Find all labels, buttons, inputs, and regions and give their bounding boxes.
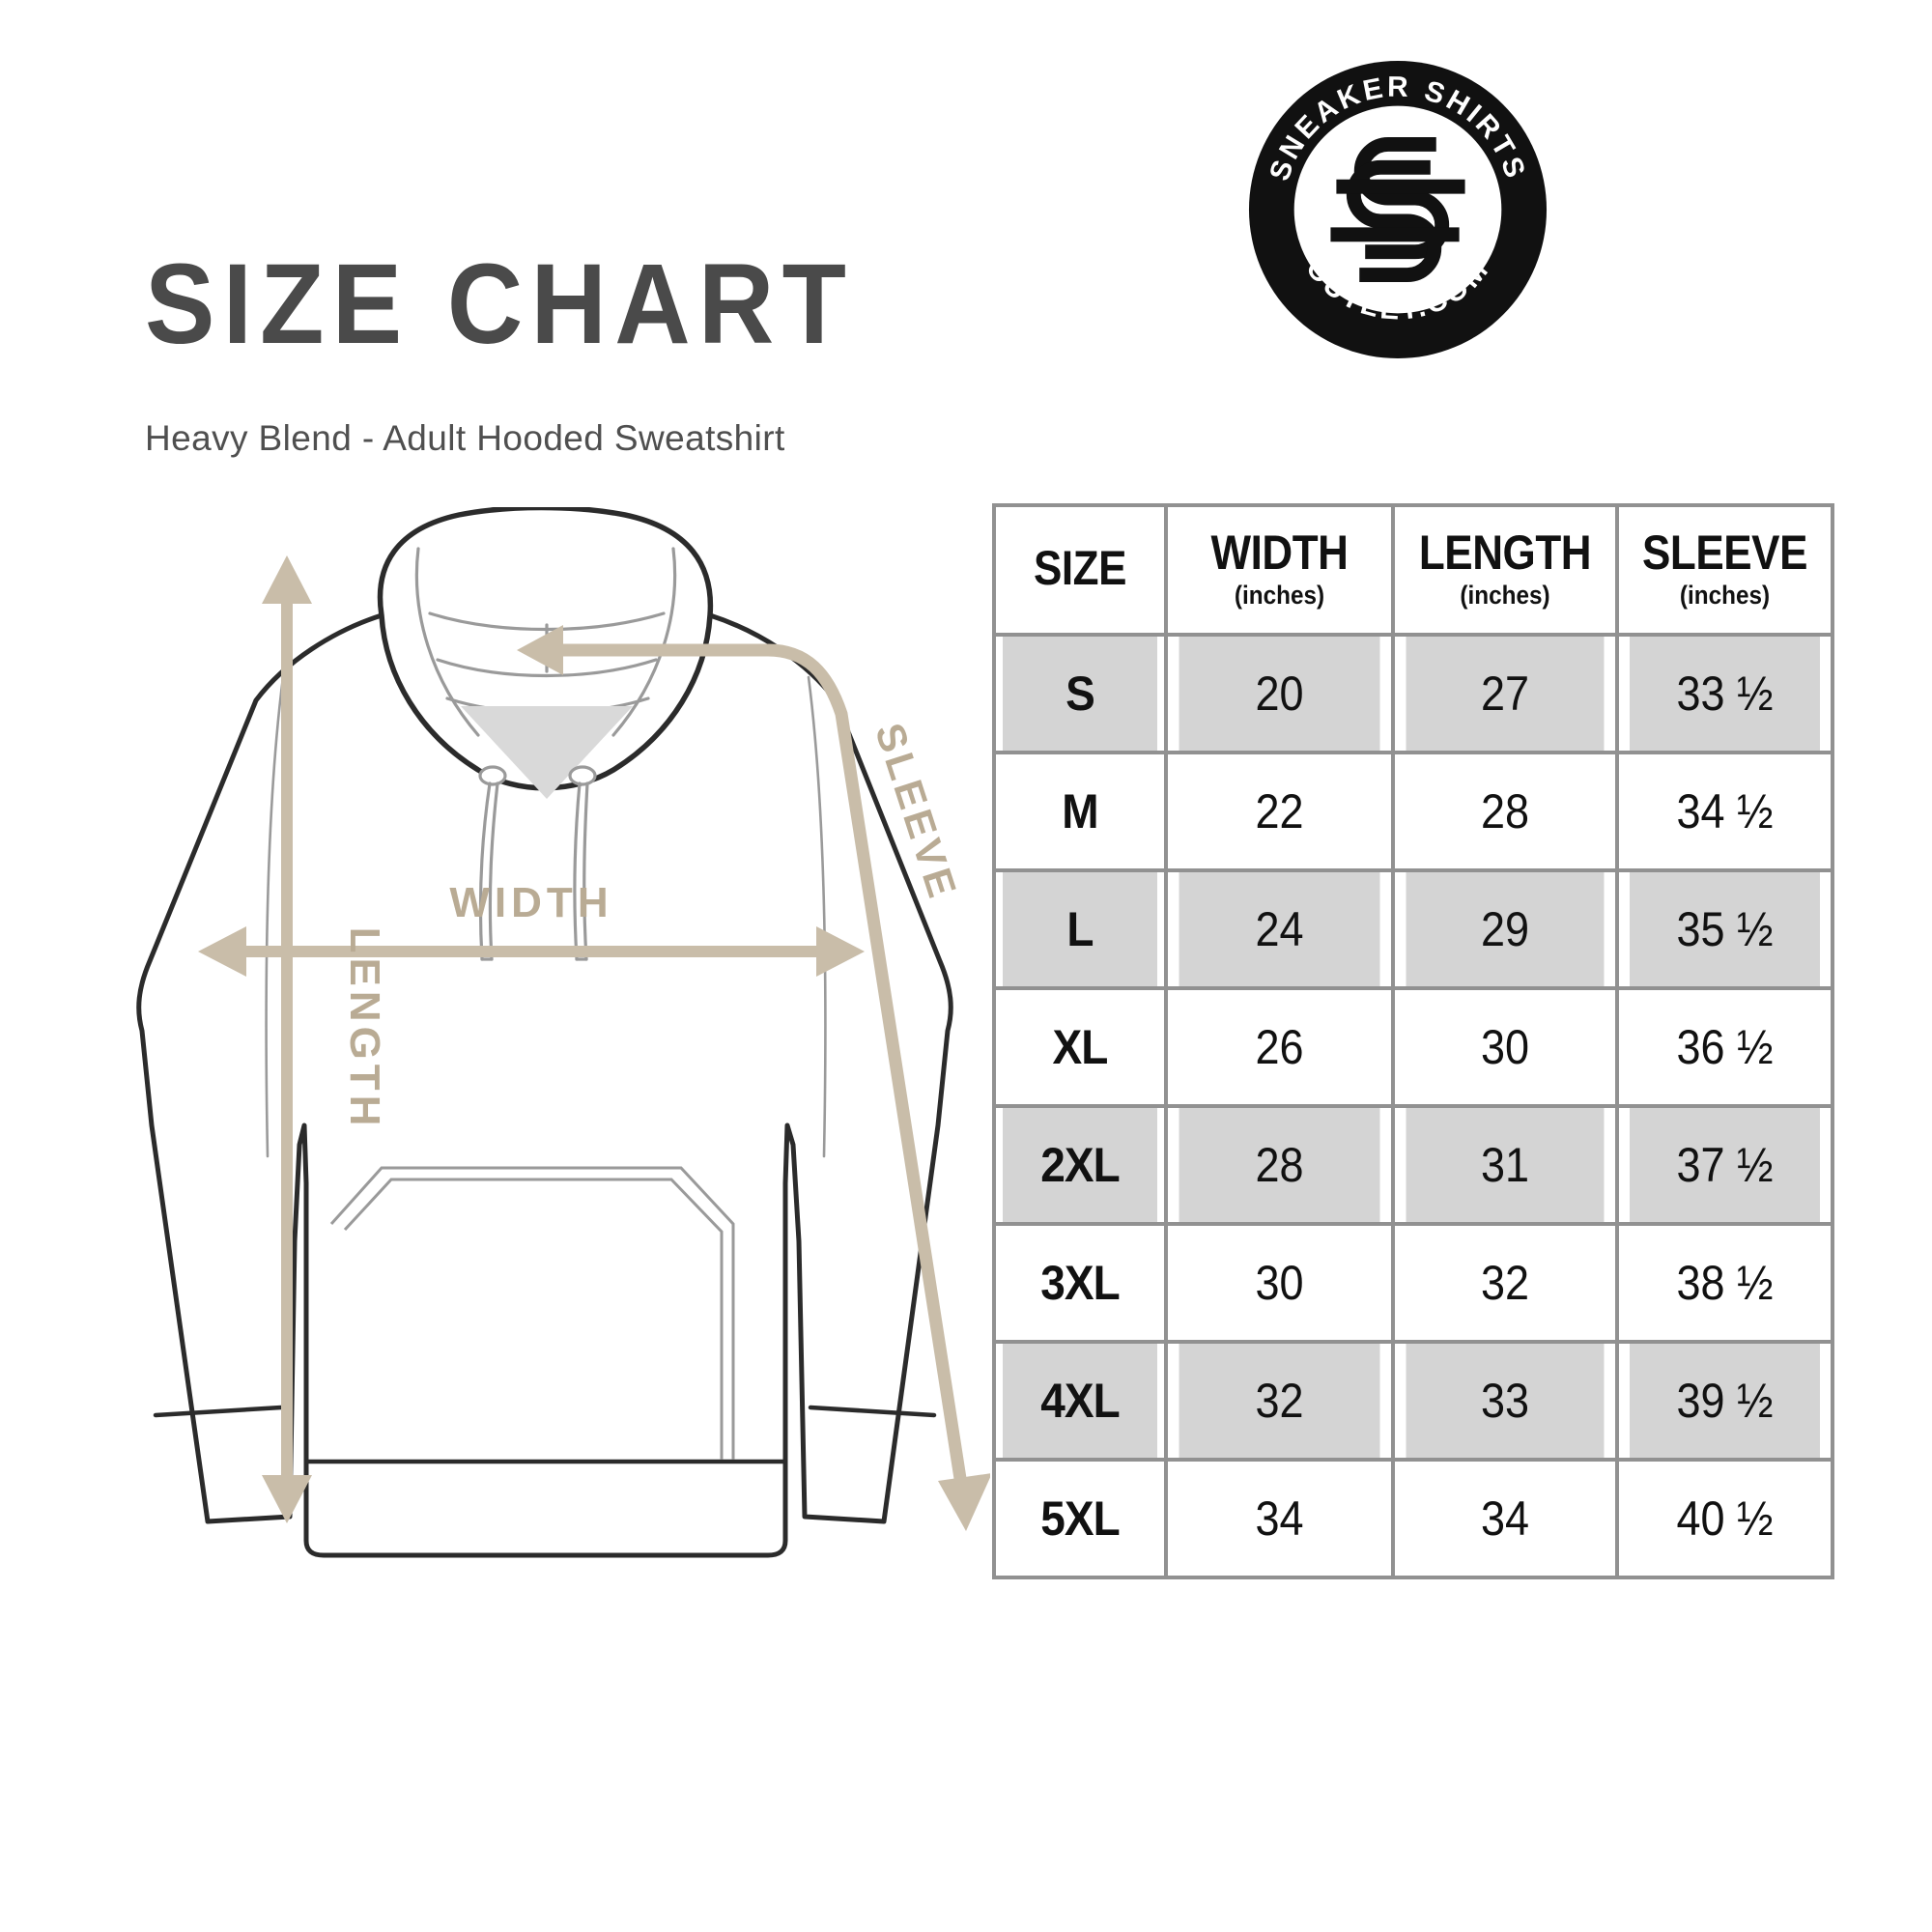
raglan-seam-left — [265, 675, 285, 1158]
drawstring-left-b — [488, 781, 499, 961]
cell-length: 33 — [1402, 1340, 1608, 1462]
table-row: 2XL 28 31 37 ½ — [994, 1104, 1833, 1226]
cell-width: 20 — [1175, 633, 1384, 754]
sleeve-arrow-head-start — [517, 625, 563, 675]
cell-length: 27 — [1402, 633, 1608, 754]
width-label: WIDTH — [449, 879, 612, 926]
length-label: LENGTH — [341, 927, 388, 1131]
cell-width: 30 — [1175, 1222, 1384, 1344]
sleeve-arrow — [552, 643, 968, 1486]
cell-size: L — [999, 868, 1161, 990]
length-arrow — [262, 555, 312, 1523]
table-row: 5XL 34 34 40 ½ — [994, 1458, 1833, 1579]
drawstring-right-b — [582, 781, 589, 961]
cuff-left — [153, 1405, 284, 1418]
hoodie-illustration: WIDTH LENGTH SLEEVE — [92, 507, 990, 1560]
brand-logo[interactable]: SNEAKER SHIRTS OUTLET.COM — [1244, 56, 1551, 363]
cell-length: 34 — [1402, 1458, 1608, 1579]
cell-size: 2XL — [999, 1104, 1161, 1226]
raglan-seam-right — [807, 675, 827, 1158]
cell-width: 32 — [1175, 1340, 1384, 1462]
drawstring-left — [478, 781, 492, 961]
kangaroo-pocket — [329, 1166, 735, 1460]
title-block: SIZE CHART Heavy Blend - Adult Hooded Sw… — [145, 246, 918, 459]
cell-sleeve: 39 ½ — [1626, 1340, 1824, 1462]
cell-size: 4XL — [999, 1340, 1161, 1462]
cell-size: XL — [999, 986, 1161, 1108]
cell-sleeve: 35 ½ — [1626, 868, 1824, 990]
column-header-size-label: SIZE — [1033, 541, 1127, 595]
column-header-sleeve-label: SLEEVE — [1642, 525, 1807, 580]
column-header-length: LENGTH (inches) — [1391, 503, 1619, 637]
hood-inner-arc-2 — [436, 658, 658, 678]
cell-sleeve: 33 ½ — [1626, 633, 1824, 754]
table-row: 3XL 30 32 38 ½ — [994, 1222, 1833, 1344]
table-row: L 24 29 35 ½ — [994, 868, 1833, 990]
cell-size: 5XL — [999, 1458, 1161, 1579]
cell-sleeve: 37 ½ — [1626, 1104, 1824, 1226]
cell-width: 28 — [1175, 1104, 1384, 1226]
cell-sleeve: 34 ½ — [1626, 751, 1824, 872]
column-header-length-unit: (inches) — [1460, 580, 1550, 610]
column-header-width-unit: (inches) — [1234, 580, 1325, 610]
hood-inner-left-seam — [414, 547, 480, 737]
cell-sleeve: 36 ½ — [1626, 986, 1824, 1108]
length-arrow-head-bottom — [262, 1475, 312, 1523]
size-table: SIZE WIDTH (inches) LENGTH (inches) SLEE… — [992, 503, 1834, 1579]
column-header-length-label: LENGTH — [1418, 525, 1592, 580]
page-subtitle: Heavy Blend - Adult Hooded Sweatshirt — [145, 418, 785, 459]
length-arrow-head-top — [262, 555, 312, 604]
cell-length: 32 — [1402, 1222, 1608, 1344]
table-row: 4XL 32 33 39 ½ — [994, 1340, 1833, 1462]
cell-length: 31 — [1402, 1104, 1608, 1226]
hood-v-insert — [461, 706, 633, 799]
table-row: S 20 27 33 ½ — [994, 633, 1833, 754]
width-arrow-head-right — [816, 926, 865, 977]
size-table-container: SIZE WIDTH (inches) LENGTH (inches) SLEE… — [992, 503, 1834, 1579]
cell-length: 28 — [1402, 751, 1608, 872]
page-title: SIZE CHART — [145, 241, 855, 368]
drawstring-eyelet-right — [568, 765, 597, 786]
table-header-row: SIZE WIDTH (inches) LENGTH (inches) SLEE… — [992, 503, 1834, 637]
table-row: XL 26 30 36 ½ — [994, 986, 1833, 1108]
width-arrow-head-left — [198, 926, 246, 977]
logo-monogram — [1330, 136, 1465, 283]
drawstring-eyelet-left — [478, 765, 507, 786]
drawstring-right — [573, 781, 582, 961]
column-header-sleeve: SLEEVE (inches) — [1615, 503, 1834, 637]
column-header-size: SIZE — [992, 503, 1168, 637]
cell-sleeve: 40 ½ — [1626, 1458, 1824, 1579]
cell-width: 34 — [1175, 1458, 1384, 1579]
column-header-width-label: WIDTH — [1210, 525, 1349, 580]
cell-length: 30 — [1402, 986, 1608, 1108]
sleeve-arrow-head-end — [938, 1473, 990, 1531]
cell-size: S — [999, 633, 1161, 754]
cell-width: 22 — [1175, 751, 1384, 872]
cell-width: 26 — [1175, 986, 1384, 1108]
logo-inner-disc — [1293, 105, 1502, 314]
width-arrow — [198, 926, 865, 977]
cell-size: M — [999, 751, 1161, 872]
column-header-sleeve-unit: (inches) — [1679, 580, 1771, 610]
cell-length: 29 — [1402, 868, 1608, 990]
cell-sleeve: 38 ½ — [1626, 1222, 1824, 1344]
cell-width: 24 — [1175, 868, 1384, 990]
cuff-right — [808, 1405, 937, 1418]
cell-size: 3XL — [999, 1222, 1161, 1344]
column-header-width: WIDTH (inches) — [1164, 503, 1395, 637]
table-row: M 22 28 34 ½ — [994, 751, 1833, 872]
